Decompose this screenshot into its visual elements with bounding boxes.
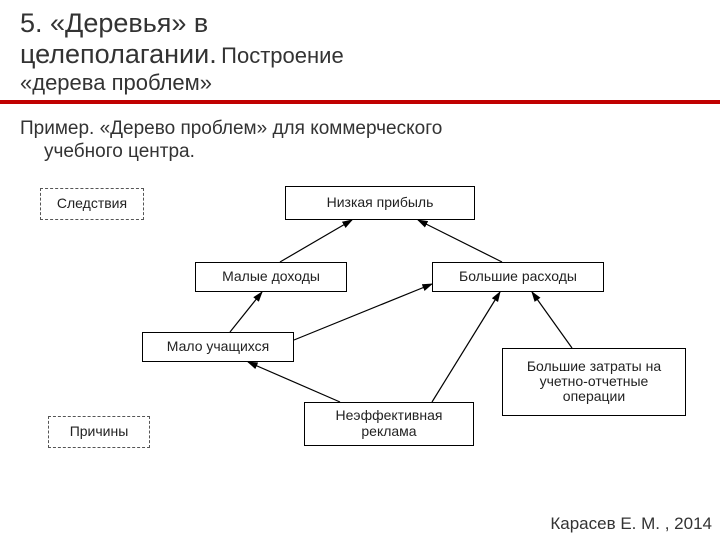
diagram-node-ad: Неэффективная реклама — [304, 402, 474, 446]
slide-title-block: 5. «Деревья» в целеполагании. Построение… — [0, 0, 720, 104]
diagram-edge — [280, 220, 352, 262]
diagram-node-income: Малые доходы — [195, 262, 347, 292]
diagram-edge — [532, 292, 572, 348]
diagram-node-expens: Большие расходы — [432, 262, 604, 292]
diagram-node-prich: Причины — [48, 416, 150, 448]
diagram-node-sled: Следствия — [40, 188, 144, 220]
example-line-2: учебного центра. — [20, 141, 700, 164]
example-line-1: Пример. «Дерево проблем» для коммерческо… — [20, 118, 700, 141]
author-credit: Карасев Е. М. , 2014 — [550, 514, 712, 534]
problem-tree-diagram: Следствия Низкая прибыль Малые доходы Больш… — [0, 166, 720, 486]
diagram-edge — [418, 220, 502, 262]
diagram-node-profit: Низкая прибыль — [285, 186, 475, 220]
diagram-edge — [294, 284, 432, 340]
title-line-3: «дерева проблем» — [20, 70, 700, 96]
diagram-edge — [432, 292, 500, 402]
title-text-2b: Построение — [221, 43, 344, 68]
diagram-node-few: Мало учащихся — [142, 332, 294, 362]
example-text: Пример. «Дерево проблем» для коммерческо… — [0, 104, 720, 164]
title-text-2a: целеполагании. — [20, 39, 217, 69]
title-line-2: целеполагании. Построение — [20, 39, 700, 70]
title-line-1: 5. «Деревья» в — [20, 8, 700, 39]
diagram-edge — [230, 292, 262, 332]
title-text-1: 5. «Деревья» в — [20, 8, 208, 38]
diagram-edge — [248, 362, 340, 402]
diagram-node-cost: Большие затраты на учетно-отчетные опера… — [502, 348, 686, 416]
